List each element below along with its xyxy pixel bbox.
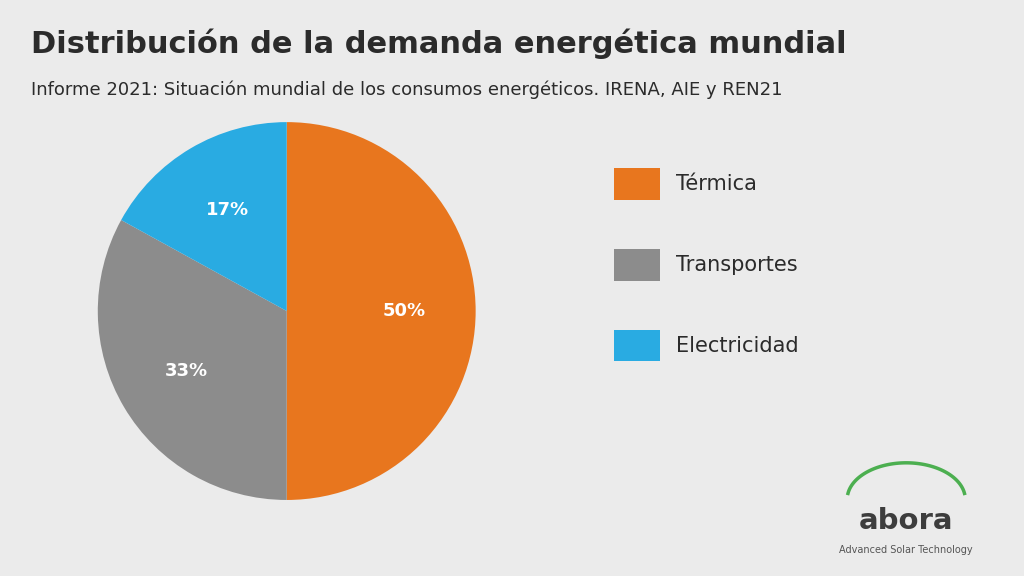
Text: 50%: 50% bbox=[382, 302, 425, 320]
Text: Térmica: Térmica bbox=[676, 175, 757, 194]
Text: Advanced Solar Technology: Advanced Solar Technology bbox=[840, 545, 973, 555]
Wedge shape bbox=[121, 122, 287, 311]
Wedge shape bbox=[98, 220, 287, 500]
Text: Informe 2021: Situación mundial de los consumos energéticos. IRENA, AIE y REN21: Informe 2021: Situación mundial de los c… bbox=[31, 81, 782, 99]
Wedge shape bbox=[287, 122, 475, 500]
Text: Electricidad: Electricidad bbox=[676, 336, 799, 355]
Text: Transportes: Transportes bbox=[676, 255, 798, 275]
Text: 33%: 33% bbox=[164, 362, 208, 380]
Text: abora: abora bbox=[859, 507, 953, 535]
Text: Distribución de la demanda energética mundial: Distribución de la demanda energética mu… bbox=[31, 29, 847, 59]
Text: 17%: 17% bbox=[206, 201, 249, 219]
